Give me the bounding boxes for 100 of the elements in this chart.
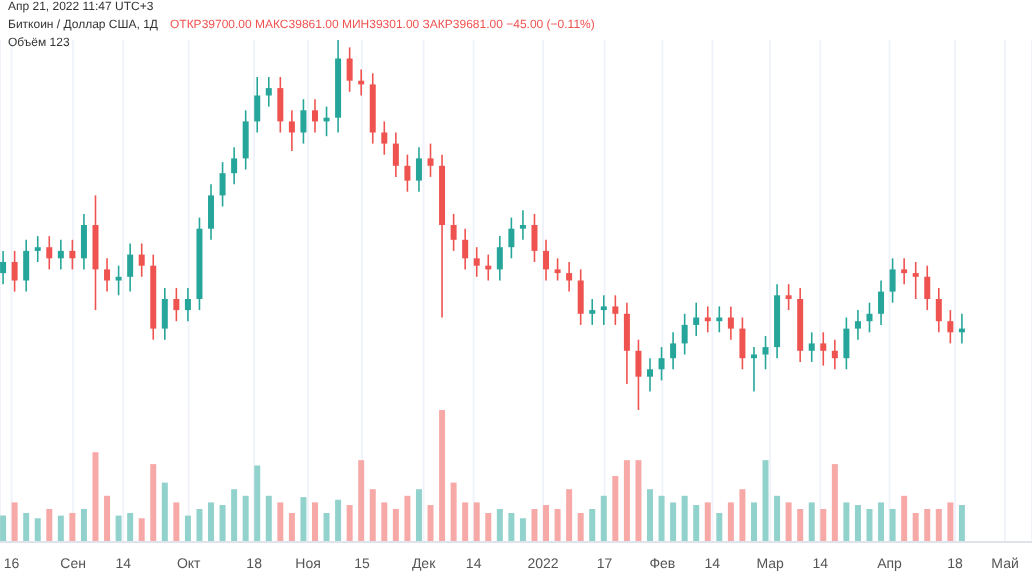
candlestick [670,331,677,371]
bar [358,460,365,542]
bar [797,509,804,542]
bar [381,502,388,542]
bar [716,512,723,542]
bar [519,518,526,542]
candlestick [173,287,180,322]
bar [115,515,122,542]
bar [288,512,295,542]
candlestick [277,76,284,134]
candlestick [889,257,896,304]
candlestick [935,287,942,334]
bar [935,509,942,542]
bar [34,518,41,542]
bar [901,495,908,542]
candlestick [473,246,480,278]
candlestick [519,209,526,241]
bar [242,495,249,542]
candlestick [381,120,388,156]
candlestick [450,213,457,252]
bar [335,499,342,542]
candlestick [843,316,850,371]
bar [346,505,353,542]
bar [69,512,76,542]
candlestick [57,239,64,271]
candlestick [138,242,145,278]
candlestick [808,331,815,363]
candlestick [820,331,827,367]
bar [543,505,550,542]
bar [369,489,376,542]
candlestick [80,213,87,271]
bar [219,505,226,542]
candlestick [947,309,954,345]
candlestick [924,264,931,311]
bar [23,512,30,542]
candlestick [427,142,434,178]
bar [208,502,215,542]
bar [785,502,792,542]
candlestick [577,268,584,326]
bar [150,464,157,542]
candlestick [762,335,769,371]
bar [473,502,480,542]
candlestick [69,239,76,271]
bar [404,495,411,542]
candlestick [658,346,665,382]
candlestick [404,153,411,193]
bar [450,482,457,542]
candlestick [11,250,18,293]
bar [843,502,850,542]
candlestick [219,161,226,208]
candlestick [543,239,550,282]
bar [104,495,111,542]
bar [670,502,677,542]
candlestick [0,250,7,285]
candlestick [34,235,41,263]
bar [11,502,18,542]
bar [958,505,965,542]
candlestick [92,194,99,311]
bar [658,495,665,542]
candlestick [854,309,861,341]
bar [820,509,827,542]
candlestick [785,283,792,311]
candlestick [866,301,873,334]
bar [612,476,619,542]
bar [80,509,87,542]
candlestick [127,242,134,293]
bar [635,460,642,542]
candlestick [161,287,168,341]
candlestick [600,294,607,326]
bar [277,502,284,542]
candlestick [912,261,919,300]
candlestick [635,338,642,410]
bar [496,509,503,542]
bar [854,505,861,542]
bar [566,489,573,542]
bar [554,509,561,542]
bar [485,512,492,542]
bar [704,502,711,542]
candlestick [346,46,353,93]
candlestick [878,279,885,326]
candlestick [208,183,215,241]
candlestick [693,301,700,337]
bar [392,509,399,542]
bar [912,512,919,542]
bar [866,509,873,542]
bar [831,464,838,542]
bar [808,502,815,542]
candlestick [392,131,399,178]
bar [727,502,734,542]
bar [323,512,330,542]
candlestick [681,313,688,356]
candlestick [242,109,249,171]
candlestick [265,76,272,108]
candlestick [623,301,630,385]
bar [577,512,584,542]
candlestick [508,216,515,260]
candlestick [254,76,261,134]
bar [300,497,307,542]
candlestick [901,257,908,285]
candlestick [831,338,838,371]
